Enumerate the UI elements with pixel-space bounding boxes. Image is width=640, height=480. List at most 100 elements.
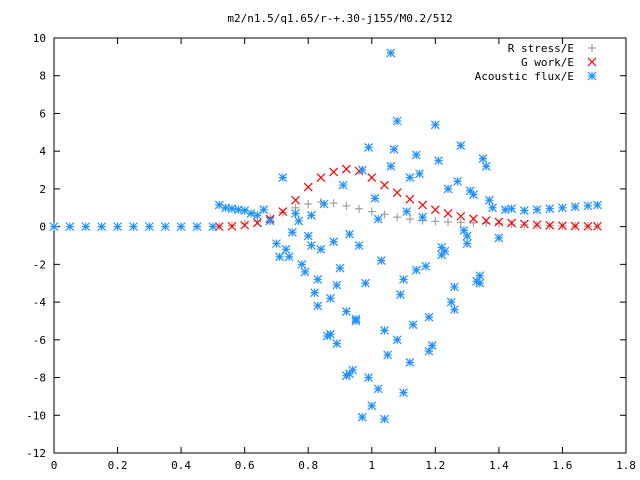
data-point bbox=[392, 188, 402, 198]
data-point bbox=[478, 154, 488, 164]
axis-ticks: 0 0.2 0.4 0.6 0.8 1 1.2 1.4 1.6 1.8 -12 -10 -8 -6 -4 -2… bbox=[26, 32, 636, 472]
data-point bbox=[259, 205, 269, 215]
data-point bbox=[303, 231, 313, 241]
data-point bbox=[97, 222, 107, 232]
data-point bbox=[507, 218, 517, 228]
data-point bbox=[329, 167, 339, 177]
data-point bbox=[367, 207, 376, 216]
x-tick-label: 0.6 bbox=[235, 459, 255, 472]
data-point bbox=[424, 346, 434, 356]
data-point bbox=[65, 222, 75, 232]
data-point bbox=[310, 288, 320, 298]
data-point bbox=[355, 204, 364, 213]
data-point bbox=[227, 221, 237, 231]
data-point bbox=[287, 227, 297, 237]
data-point bbox=[399, 388, 408, 398]
data-point bbox=[434, 156, 443, 166]
data-point bbox=[329, 237, 339, 247]
data-point bbox=[507, 220, 516, 229]
data-point bbox=[392, 335, 402, 345]
data-point bbox=[437, 242, 447, 252]
data-point bbox=[444, 217, 453, 226]
data-point bbox=[316, 244, 326, 254]
data-point bbox=[408, 320, 418, 330]
data-point bbox=[392, 116, 402, 126]
data-point bbox=[405, 194, 415, 204]
data-point bbox=[326, 329, 335, 339]
data-point bbox=[306, 210, 316, 220]
data-point bbox=[507, 204, 517, 214]
data-point bbox=[326, 293, 335, 303]
x-tick-label: 1.2 bbox=[425, 459, 445, 472]
data-point bbox=[469, 218, 478, 227]
series-0 bbox=[215, 198, 602, 231]
data-point bbox=[275, 252, 285, 262]
data-point bbox=[430, 120, 440, 130]
data-point bbox=[303, 182, 313, 192]
data-point bbox=[494, 219, 503, 228]
data-point bbox=[405, 215, 414, 224]
y-tick-label: -8 bbox=[33, 372, 46, 385]
data-point bbox=[421, 261, 431, 271]
y-tick-label: 4 bbox=[39, 145, 46, 158]
x-tick-label: 0 bbox=[51, 459, 58, 472]
x-tick-label: 0.4 bbox=[171, 459, 191, 472]
data-point bbox=[281, 244, 291, 254]
data-point bbox=[240, 220, 250, 230]
data-point bbox=[376, 256, 386, 266]
data-point bbox=[405, 358, 415, 367]
x-tick-label: 0.2 bbox=[108, 459, 128, 472]
data-point bbox=[380, 414, 389, 424]
data-point bbox=[319, 199, 329, 209]
data-point bbox=[338, 180, 348, 190]
data-point bbox=[462, 231, 472, 241]
data-point bbox=[446, 297, 456, 307]
data-point bbox=[332, 339, 342, 349]
data-point bbox=[431, 217, 440, 226]
y-tick-label: -4 bbox=[33, 296, 47, 309]
legend-label: Acoustic flux/E bbox=[475, 70, 574, 83]
y-tick-label: -10 bbox=[26, 409, 46, 422]
data-point bbox=[373, 214, 383, 224]
data-point bbox=[415, 169, 424, 179]
data-point bbox=[129, 222, 138, 232]
data-point bbox=[81, 222, 91, 232]
data-point bbox=[360, 278, 370, 288]
legend-marker bbox=[587, 57, 597, 67]
data-point bbox=[300, 267, 310, 277]
data-point bbox=[265, 216, 275, 226]
data-point bbox=[545, 204, 555, 214]
data-point bbox=[399, 275, 408, 284]
data-point bbox=[386, 48, 396, 58]
data-point bbox=[291, 209, 300, 218]
data-point bbox=[402, 207, 412, 216]
data-point bbox=[342, 201, 351, 210]
data-point bbox=[405, 173, 415, 183]
data-point bbox=[345, 229, 354, 239]
data-point bbox=[367, 173, 377, 183]
x-tick-label: 1.4 bbox=[489, 459, 509, 472]
series-2 bbox=[49, 48, 602, 424]
data-point bbox=[449, 282, 459, 292]
data-point bbox=[583, 221, 593, 231]
data-point bbox=[380, 325, 389, 335]
data-point bbox=[297, 259, 307, 269]
data-point bbox=[294, 216, 304, 226]
data-point bbox=[519, 219, 529, 229]
data-point bbox=[214, 222, 224, 232]
data-point bbox=[443, 209, 453, 218]
data-point bbox=[144, 222, 154, 232]
data-point bbox=[488, 203, 497, 213]
data-point bbox=[364, 142, 374, 152]
data-point bbox=[418, 200, 428, 210]
data-point bbox=[532, 205, 542, 215]
data-point bbox=[456, 218, 465, 227]
data-point bbox=[306, 241, 316, 250]
data-point bbox=[367, 401, 377, 411]
data-point bbox=[240, 206, 250, 216]
data-point bbox=[49, 222, 59, 232]
data-point bbox=[364, 373, 374, 382]
data-point bbox=[592, 200, 602, 210]
data-point bbox=[341, 164, 351, 174]
data-point bbox=[332, 280, 342, 290]
